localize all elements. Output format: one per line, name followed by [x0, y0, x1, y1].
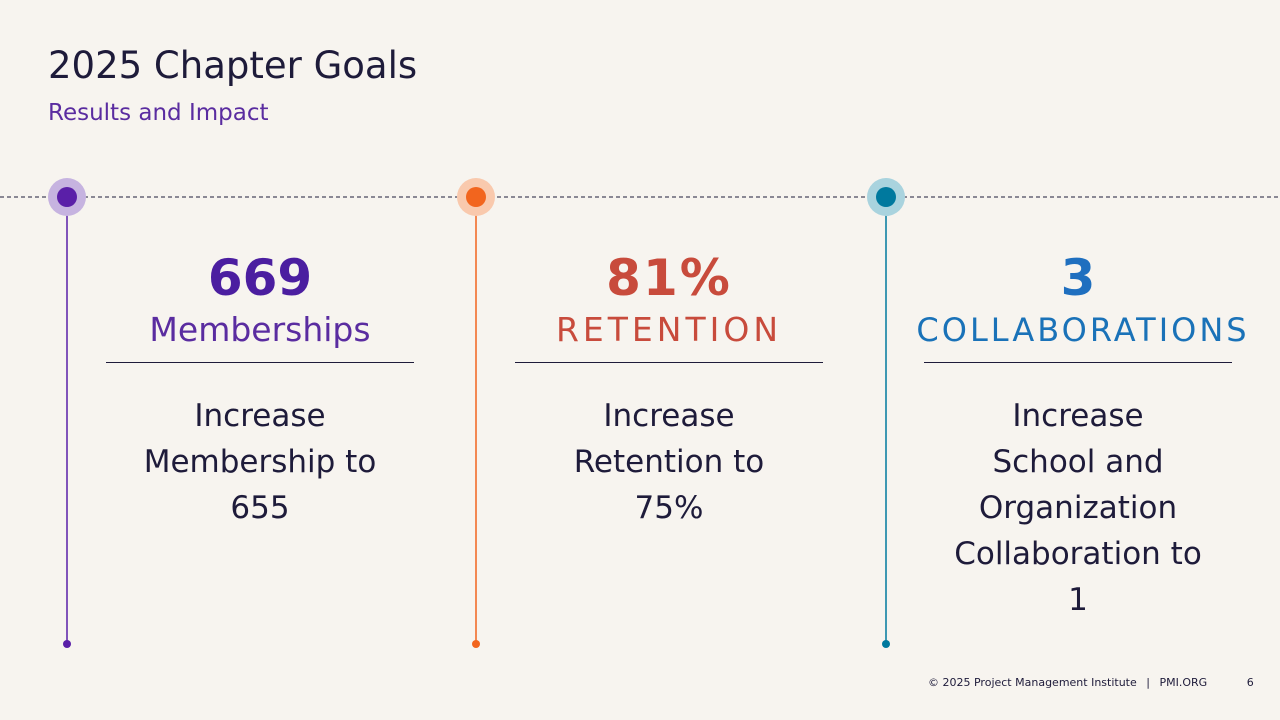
- subtitle: Results and Impact: [48, 100, 269, 126]
- goal-label: RETENTION: [555, 310, 783, 349]
- goal-value: 3: [1060, 249, 1096, 307]
- description-line: School and: [992, 444, 1164, 480]
- goal-column: 3 COLLABORATIONS Increase School and Organ…: [888, 248, 1268, 623]
- description-line: Organization: [978, 490, 1178, 526]
- goal-label: Memberships: [149, 310, 371, 349]
- marker: [48, 178, 86, 648]
- copyright: © 2025 Project Management Institute: [928, 676, 1137, 689]
- marker: [457, 178, 495, 648]
- title: 2025 Chapter Goals: [48, 44, 418, 87]
- goal-description: Increase Retention to 75%: [479, 393, 859, 531]
- description-line: 1: [1068, 582, 1088, 618]
- description-line: Retention to: [573, 444, 765, 480]
- goal-value: 81%: [606, 249, 732, 307]
- goal-description: Increase School and Organization Collaborat…: [888, 393, 1268, 623]
- rule: [515, 362, 823, 363]
- description-line: Increase: [603, 398, 735, 434]
- goal-value: 669: [207, 249, 313, 307]
- goal-label: COLLABORATIONS: [916, 311, 1250, 349]
- description-line: 655: [230, 490, 290, 526]
- description-line: Increase: [194, 398, 326, 434]
- description-line: Increase: [1012, 398, 1144, 434]
- goal-description: Increase Membership to 655: [70, 393, 450, 531]
- goal-column: 81% RETENTION Increase Retention to 75%: [479, 248, 859, 531]
- goal-column: 669 Memberships Increase Membership to 655: [70, 248, 450, 531]
- marker: [867, 178, 905, 648]
- description-line: Membership to: [143, 444, 377, 480]
- footer: © 2025 Project Management Institute | PM…: [928, 676, 1254, 689]
- site: PMI.ORG: [1159, 676, 1208, 689]
- description-line: 75%: [634, 490, 704, 526]
- page-number: 6: [1246, 676, 1254, 689]
- rule: [106, 362, 414, 363]
- description-line: Collaboration to: [954, 536, 1202, 572]
- rule: [924, 362, 1232, 363]
